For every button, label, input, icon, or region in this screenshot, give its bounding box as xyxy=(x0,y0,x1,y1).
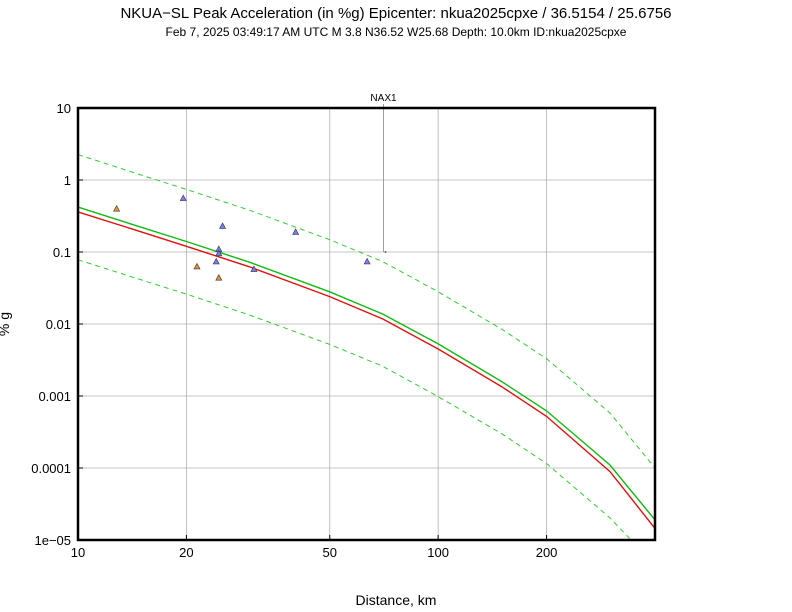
y-tick-label: 0.0001 xyxy=(31,461,71,476)
y-tick-label: 1 xyxy=(64,173,71,188)
x-tick-label: 100 xyxy=(427,545,449,560)
points-group xyxy=(113,194,371,281)
station-point xyxy=(215,274,223,281)
curve-dashed-3 xyxy=(77,259,630,539)
y-tick-label: 10 xyxy=(57,101,71,116)
y-axis-label: % g xyxy=(0,312,12,336)
annotation-group: NAX1 xyxy=(370,93,397,253)
y-tick-label: 0.1 xyxy=(53,245,71,260)
curve-dashed-2 xyxy=(77,154,656,469)
annotation-label: NAX1 xyxy=(370,93,397,104)
y-tick-label: 0.001 xyxy=(38,389,71,404)
station-point xyxy=(212,257,220,265)
grid-lines xyxy=(78,108,655,540)
chart-subtitle: Feb 7, 2025 03:49:17 AM UTC M 3.8 N36.52… xyxy=(165,25,627,39)
station-point xyxy=(219,222,227,229)
station-point xyxy=(193,262,201,270)
station-point xyxy=(292,228,300,235)
chart-title: NKUA−SL Peak Acceleration (in %g) Epicen… xyxy=(120,5,672,22)
curve-solid-0 xyxy=(77,211,656,529)
x-tick-label: 10 xyxy=(71,545,85,560)
curves-group xyxy=(77,154,656,539)
station-point xyxy=(250,265,258,272)
y-tick-label: 0.01 xyxy=(46,317,71,332)
tick-labels-group: 10 20 50 100 200 10 1 0.1 0.01 0.001 0.0001 1e−05 xyxy=(31,101,557,560)
station-point xyxy=(363,257,371,265)
y-tick-label: 1e−05 xyxy=(34,533,71,548)
x-tick-label: 50 xyxy=(323,545,337,560)
station-point xyxy=(113,205,121,212)
station-point xyxy=(179,194,187,201)
station-point xyxy=(215,249,223,257)
curve-solid-1 xyxy=(77,206,656,521)
x-axis-label: Distance, km xyxy=(355,592,437,608)
x-tick-label: 20 xyxy=(179,545,193,560)
x-tick-label: 200 xyxy=(536,545,558,560)
annotation-marker xyxy=(384,251,387,253)
